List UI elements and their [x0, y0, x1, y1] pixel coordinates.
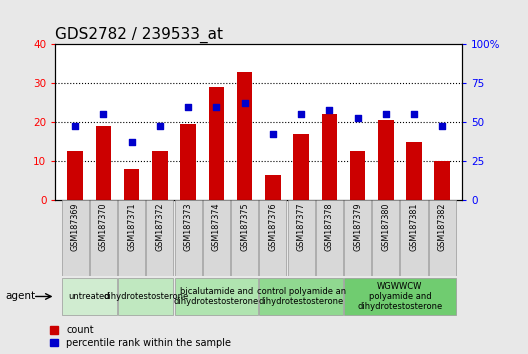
Bar — [152, 152, 168, 200]
Text: GSM187376: GSM187376 — [268, 202, 277, 251]
Text: control polyamide an
dihydrotestosterone: control polyamide an dihydrotestosterone — [257, 287, 346, 306]
Text: bicalutamide and
dihydrotestosterone: bicalutamide and dihydrotestosterone — [174, 287, 259, 306]
Text: GSM187378: GSM187378 — [325, 202, 334, 251]
Bar — [344, 200, 371, 276]
Text: GSM187380: GSM187380 — [381, 202, 390, 251]
Bar — [181, 124, 196, 200]
Point — [99, 112, 108, 117]
Point — [438, 123, 447, 129]
Bar — [316, 200, 343, 276]
Point — [71, 123, 79, 129]
Bar — [62, 200, 89, 276]
Point — [353, 115, 362, 121]
Point — [325, 108, 334, 113]
Text: GSM187372: GSM187372 — [155, 202, 164, 251]
Bar — [62, 278, 117, 315]
Bar — [118, 200, 145, 276]
Text: GSM187381: GSM187381 — [410, 202, 419, 251]
Text: GSM187379: GSM187379 — [353, 202, 362, 251]
Text: GSM187371: GSM187371 — [127, 202, 136, 251]
Bar — [435, 161, 450, 200]
Text: dihydrotestosterone: dihydrotestosterone — [103, 292, 188, 301]
Text: GSM187377: GSM187377 — [297, 202, 306, 251]
Bar — [118, 278, 174, 315]
Bar — [231, 200, 258, 276]
Text: GSM187369: GSM187369 — [71, 202, 80, 251]
Bar — [372, 200, 399, 276]
Bar — [175, 278, 258, 315]
Point — [297, 112, 305, 117]
Bar — [322, 114, 337, 200]
Text: WGWWCW
polyamide and
dihydrotestosterone: WGWWCW polyamide and dihydrotestosterone — [357, 281, 442, 312]
Bar — [90, 200, 117, 276]
Point — [269, 131, 277, 137]
Text: GSM187370: GSM187370 — [99, 202, 108, 251]
Point — [410, 112, 418, 117]
Bar — [288, 200, 315, 276]
Point — [212, 104, 221, 109]
Bar — [350, 152, 365, 200]
Bar — [209, 87, 224, 200]
Point — [127, 139, 136, 144]
Text: untreated: untreated — [69, 292, 110, 301]
Text: agent: agent — [5, 291, 35, 302]
Text: GSM187375: GSM187375 — [240, 202, 249, 251]
Bar — [400, 200, 428, 276]
Point — [156, 123, 164, 129]
Legend: count, percentile rank within the sample: count, percentile rank within the sample — [50, 325, 231, 348]
Bar — [124, 169, 139, 200]
Point — [184, 104, 192, 109]
Bar — [237, 72, 252, 200]
Bar — [203, 200, 230, 276]
Bar — [175, 200, 202, 276]
Bar — [96, 126, 111, 200]
Bar — [68, 152, 83, 200]
Bar — [146, 200, 174, 276]
Text: GSM187373: GSM187373 — [184, 202, 193, 251]
Bar — [406, 142, 422, 200]
Text: GSM187374: GSM187374 — [212, 202, 221, 251]
Bar — [344, 278, 456, 315]
Bar — [294, 134, 309, 200]
Bar — [259, 278, 343, 315]
Bar — [429, 200, 456, 276]
Text: GDS2782 / 239533_at: GDS2782 / 239533_at — [55, 27, 223, 43]
Point — [382, 112, 390, 117]
Text: GSM187382: GSM187382 — [438, 202, 447, 251]
Bar — [265, 175, 280, 200]
Point — [240, 100, 249, 105]
Bar — [378, 120, 393, 200]
Bar — [259, 200, 286, 276]
